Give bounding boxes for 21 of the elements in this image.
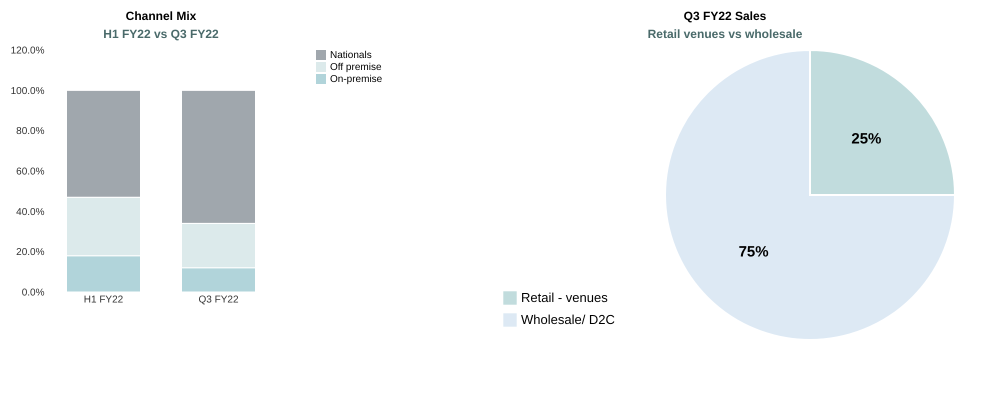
y-tick-label: 80.0% bbox=[16, 126, 45, 138]
y-tick-label: 0.0% bbox=[22, 288, 45, 298]
legend-label: On-premise bbox=[330, 74, 383, 85]
x-tick-label: Q3 FY22 bbox=[198, 294, 239, 306]
data-label: 75% bbox=[738, 243, 769, 260]
chart-title: Channel Mix bbox=[126, 9, 197, 23]
chart-subtitle: Retail venues vs wholesale bbox=[648, 27, 803, 41]
data-label: 25% bbox=[851, 130, 882, 148]
y-tick-label: 40.0% bbox=[16, 206, 45, 218]
chart-subtitle: H1 FY22 vs Q3 FY22 bbox=[103, 27, 220, 41]
x-tick-label: H1 FY22 bbox=[84, 294, 124, 306]
y-tick-label: 100.0% bbox=[10, 86, 45, 97]
pie-slice bbox=[664, 49, 956, 341]
legend-label: Wholesale/ D2C bbox=[521, 312, 615, 327]
chart-title: Q3 FY22 Sales bbox=[684, 9, 767, 23]
legend-label: Nationals bbox=[330, 50, 372, 61]
y-tick-label: 120.0% bbox=[10, 46, 45, 56]
y-tick-label: 60.0% bbox=[16, 166, 45, 178]
legend-label: Off premise bbox=[330, 62, 382, 73]
legend-label: Retail - venues bbox=[521, 290, 608, 305]
y-tick-label: 20.0% bbox=[16, 247, 45, 258]
